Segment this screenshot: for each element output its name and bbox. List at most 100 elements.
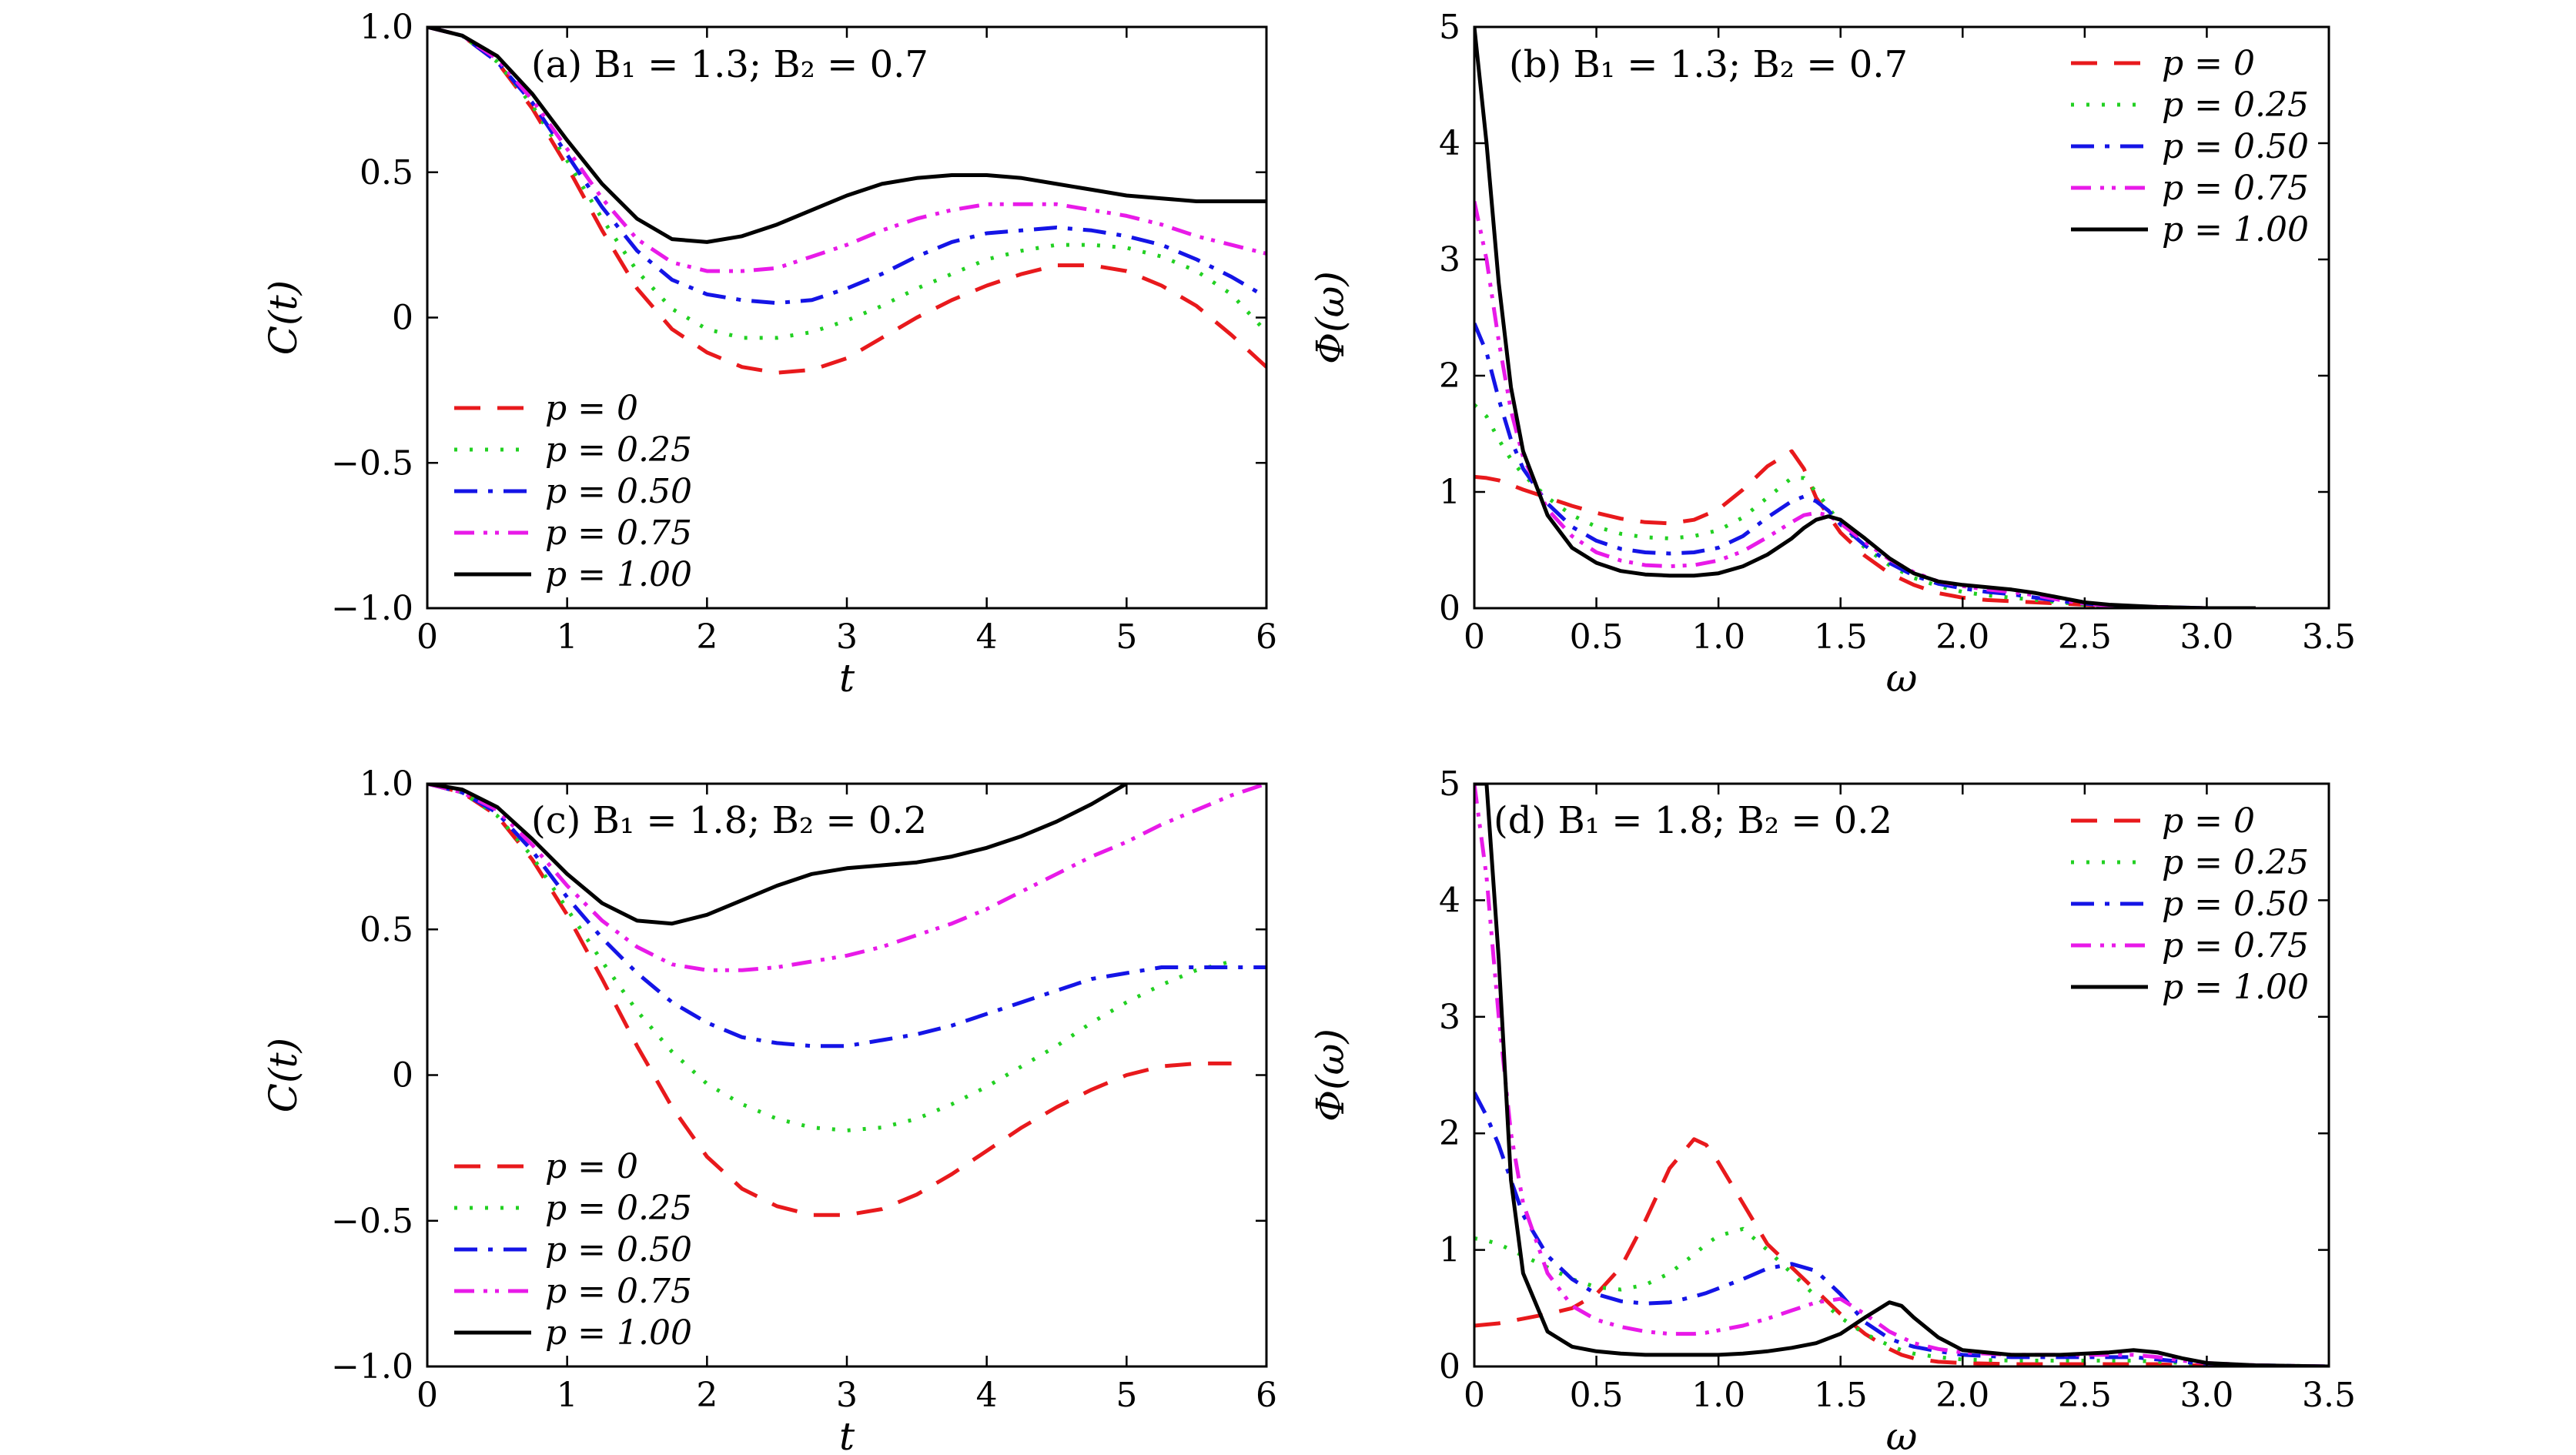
legend: p = 0p = 0.25p = 0.50p = 0.75p = 1.00 (2071, 44, 2309, 249)
y-tick-label: 1 (1439, 1231, 1460, 1270)
y-tick-label: 4 (1439, 881, 1460, 920)
series-line-p-0-75 (427, 784, 1266, 972)
series-line-p-1-00 (427, 784, 1128, 926)
y-tick-label: 5 (1439, 8, 1460, 47)
y-tick-label: 1.0 (360, 764, 413, 804)
x-tick-label: 3.5 (2302, 617, 2356, 657)
x-axis-title: ω (1886, 656, 1918, 701)
series-line-p-0 (427, 784, 1232, 1217)
x-tick-label: 0 (417, 1376, 438, 1415)
x-tick-label: 6 (1256, 617, 1277, 657)
x-tick-label: 2.5 (2058, 617, 2112, 657)
legend-label: p = 0 (2162, 801, 2255, 841)
y-tick-label: 3 (1439, 998, 1460, 1037)
legend-label: p = 0 (545, 1147, 638, 1186)
x-tick-label: 1.0 (1691, 1376, 1745, 1415)
legend-label: p = 1.00 (2162, 968, 2309, 1007)
y-tick-label: 0 (392, 1056, 413, 1095)
series-line-p-0-25 (427, 784, 1233, 1132)
panel-a: 0 1 2 3 4 5 6 −1.0 −0.5 0 0.5 1.0 t C(t) (a) B₁ = 1.3;… (261, 8, 1277, 701)
legend-label: p = 0 (2162, 44, 2255, 83)
x-tick-label: 0 (417, 617, 438, 657)
legend-label: p = 1.00 (545, 1313, 692, 1353)
x-tick-label: 3 (836, 1376, 858, 1415)
series-group (427, 27, 1266, 375)
y-tick-label: 4 (1439, 124, 1460, 163)
y-axis-title: C(t) (261, 1038, 306, 1112)
x-tick-label: 5 (1116, 617, 1137, 657)
series-line-p-0-75 (1474, 200, 2256, 608)
y-tick-label: 0 (1439, 589, 1460, 628)
legend-label: p = 0 (545, 389, 638, 428)
series-line-p-0-25 (427, 27, 1266, 340)
x-tick-label: 1 (557, 617, 578, 657)
series-line-p-0-75 (427, 27, 1266, 273)
x-tick-label: 3.0 (2180, 1376, 2233, 1415)
x-tick-label: 1.5 (1814, 1376, 1868, 1415)
y-tick-label: −0.5 (331, 1202, 413, 1241)
y-tick-label: 0 (392, 299, 413, 338)
legend-label: p = 0.25 (545, 1189, 692, 1228)
series-group (427, 784, 1266, 1217)
panel-title: (b) B₁ = 1.3; B₂ = 0.7 (1509, 43, 1908, 86)
x-tick-label: 0.5 (1570, 1376, 1624, 1415)
x-tick-label: 1.5 (1814, 617, 1868, 657)
x-tick-label: 2.0 (1935, 617, 1989, 657)
y-tick-label: 1.0 (360, 8, 413, 47)
series-line-p-1-00 (1474, 784, 2329, 1366)
series-line-p-0-50 (1474, 323, 2256, 608)
x-tick-label: 3.5 (2302, 1376, 2356, 1415)
series-line-p-0-50 (427, 784, 1266, 1049)
x-axis-title: ω (1886, 1414, 1918, 1455)
x-tick-label: 0 (1464, 617, 1485, 657)
y-tick-label: 0 (1439, 1347, 1460, 1386)
legend: p = 0p = 0.25p = 0.50p = 0.75p = 1.00 (454, 389, 692, 594)
legend-label: p = 0.75 (2162, 169, 2309, 208)
panel-b: 0 0.5 1.0 1.5 2.0 2.5 3.0 3.5 0 1 2 3 4 5 ω Φ(ω) (b) B₁ … (1308, 8, 2356, 701)
legend-label: p = 1.00 (545, 555, 692, 594)
series-line-p-0 (1474, 449, 2256, 608)
panel-c: 0 1 2 3 4 5 6 −1.0 −0.5 0 0.5 1.0 t C(t) (c) B₁ = 1.8;… (261, 764, 1277, 1455)
x-tick-label: 1.0 (1691, 617, 1745, 657)
y-tick-label: 3 (1439, 240, 1460, 279)
series-line-p-0-25 (1474, 1226, 2329, 1366)
panel-title: (d) B₁ = 1.8; B₂ = 0.2 (1494, 799, 1892, 842)
y-tick-label: 2 (1439, 1114, 1460, 1153)
x-axis-title: t (839, 656, 855, 701)
series-group (1474, 784, 2329, 1366)
panel-d: 0 0.5 1.0 1.5 2.0 2.5 3.0 3.5 0 1 2 3 4 5 ω Φ(ω) (d) B₁ … (1308, 764, 2356, 1455)
y-axis-title: Φ(ω) (1308, 1029, 1353, 1122)
legend-label: p = 0.50 (2162, 885, 2309, 924)
y-tick-label: −1.0 (331, 589, 413, 628)
series-line-p-0-50 (1474, 1092, 2329, 1366)
plot-frame (1473, 782, 2330, 1368)
y-tick-label: 1 (1439, 473, 1460, 512)
x-tick-label: 0 (1464, 1376, 1485, 1415)
series-line-p-0-75 (1474, 784, 2329, 1366)
y-tick-label: 0.5 (360, 153, 413, 192)
y-tick-label: 2 (1439, 356, 1460, 396)
x-tick-label: 5 (1116, 1376, 1137, 1415)
series-group (1474, 27, 2256, 608)
y-tick-label: 5 (1439, 764, 1460, 804)
x-tick-label: 2 (696, 1376, 718, 1415)
y-axis-title: C(t) (261, 280, 306, 355)
legend-label: p = 0.25 (2162, 85, 2309, 125)
x-tick-label: 6 (1256, 1376, 1277, 1415)
x-tick-label: 2 (696, 617, 718, 657)
legend-label: p = 0.50 (545, 472, 692, 511)
series-line-p-0-25 (1474, 403, 2256, 608)
x-tick-label: 2.5 (2058, 1376, 2112, 1415)
panel-title: (c) B₁ = 1.8; B₂ = 0.2 (531, 799, 927, 842)
y-tick-label: 0.5 (360, 910, 413, 949)
legend: p = 0p = 0.25p = 0.50p = 0.75p = 1.00 (454, 1147, 692, 1353)
y-tick-label: −0.5 (331, 443, 413, 483)
x-tick-label: 2.0 (1935, 1376, 1989, 1415)
x-tick-label: 3.0 (2180, 617, 2233, 657)
legend-label: p = 0.75 (2162, 926, 2309, 965)
y-tick-label: −1.0 (331, 1347, 413, 1386)
x-tick-label: 0.5 (1570, 617, 1624, 657)
legend-label: p = 0.75 (545, 513, 692, 553)
x-tick-label: 3 (836, 617, 858, 657)
